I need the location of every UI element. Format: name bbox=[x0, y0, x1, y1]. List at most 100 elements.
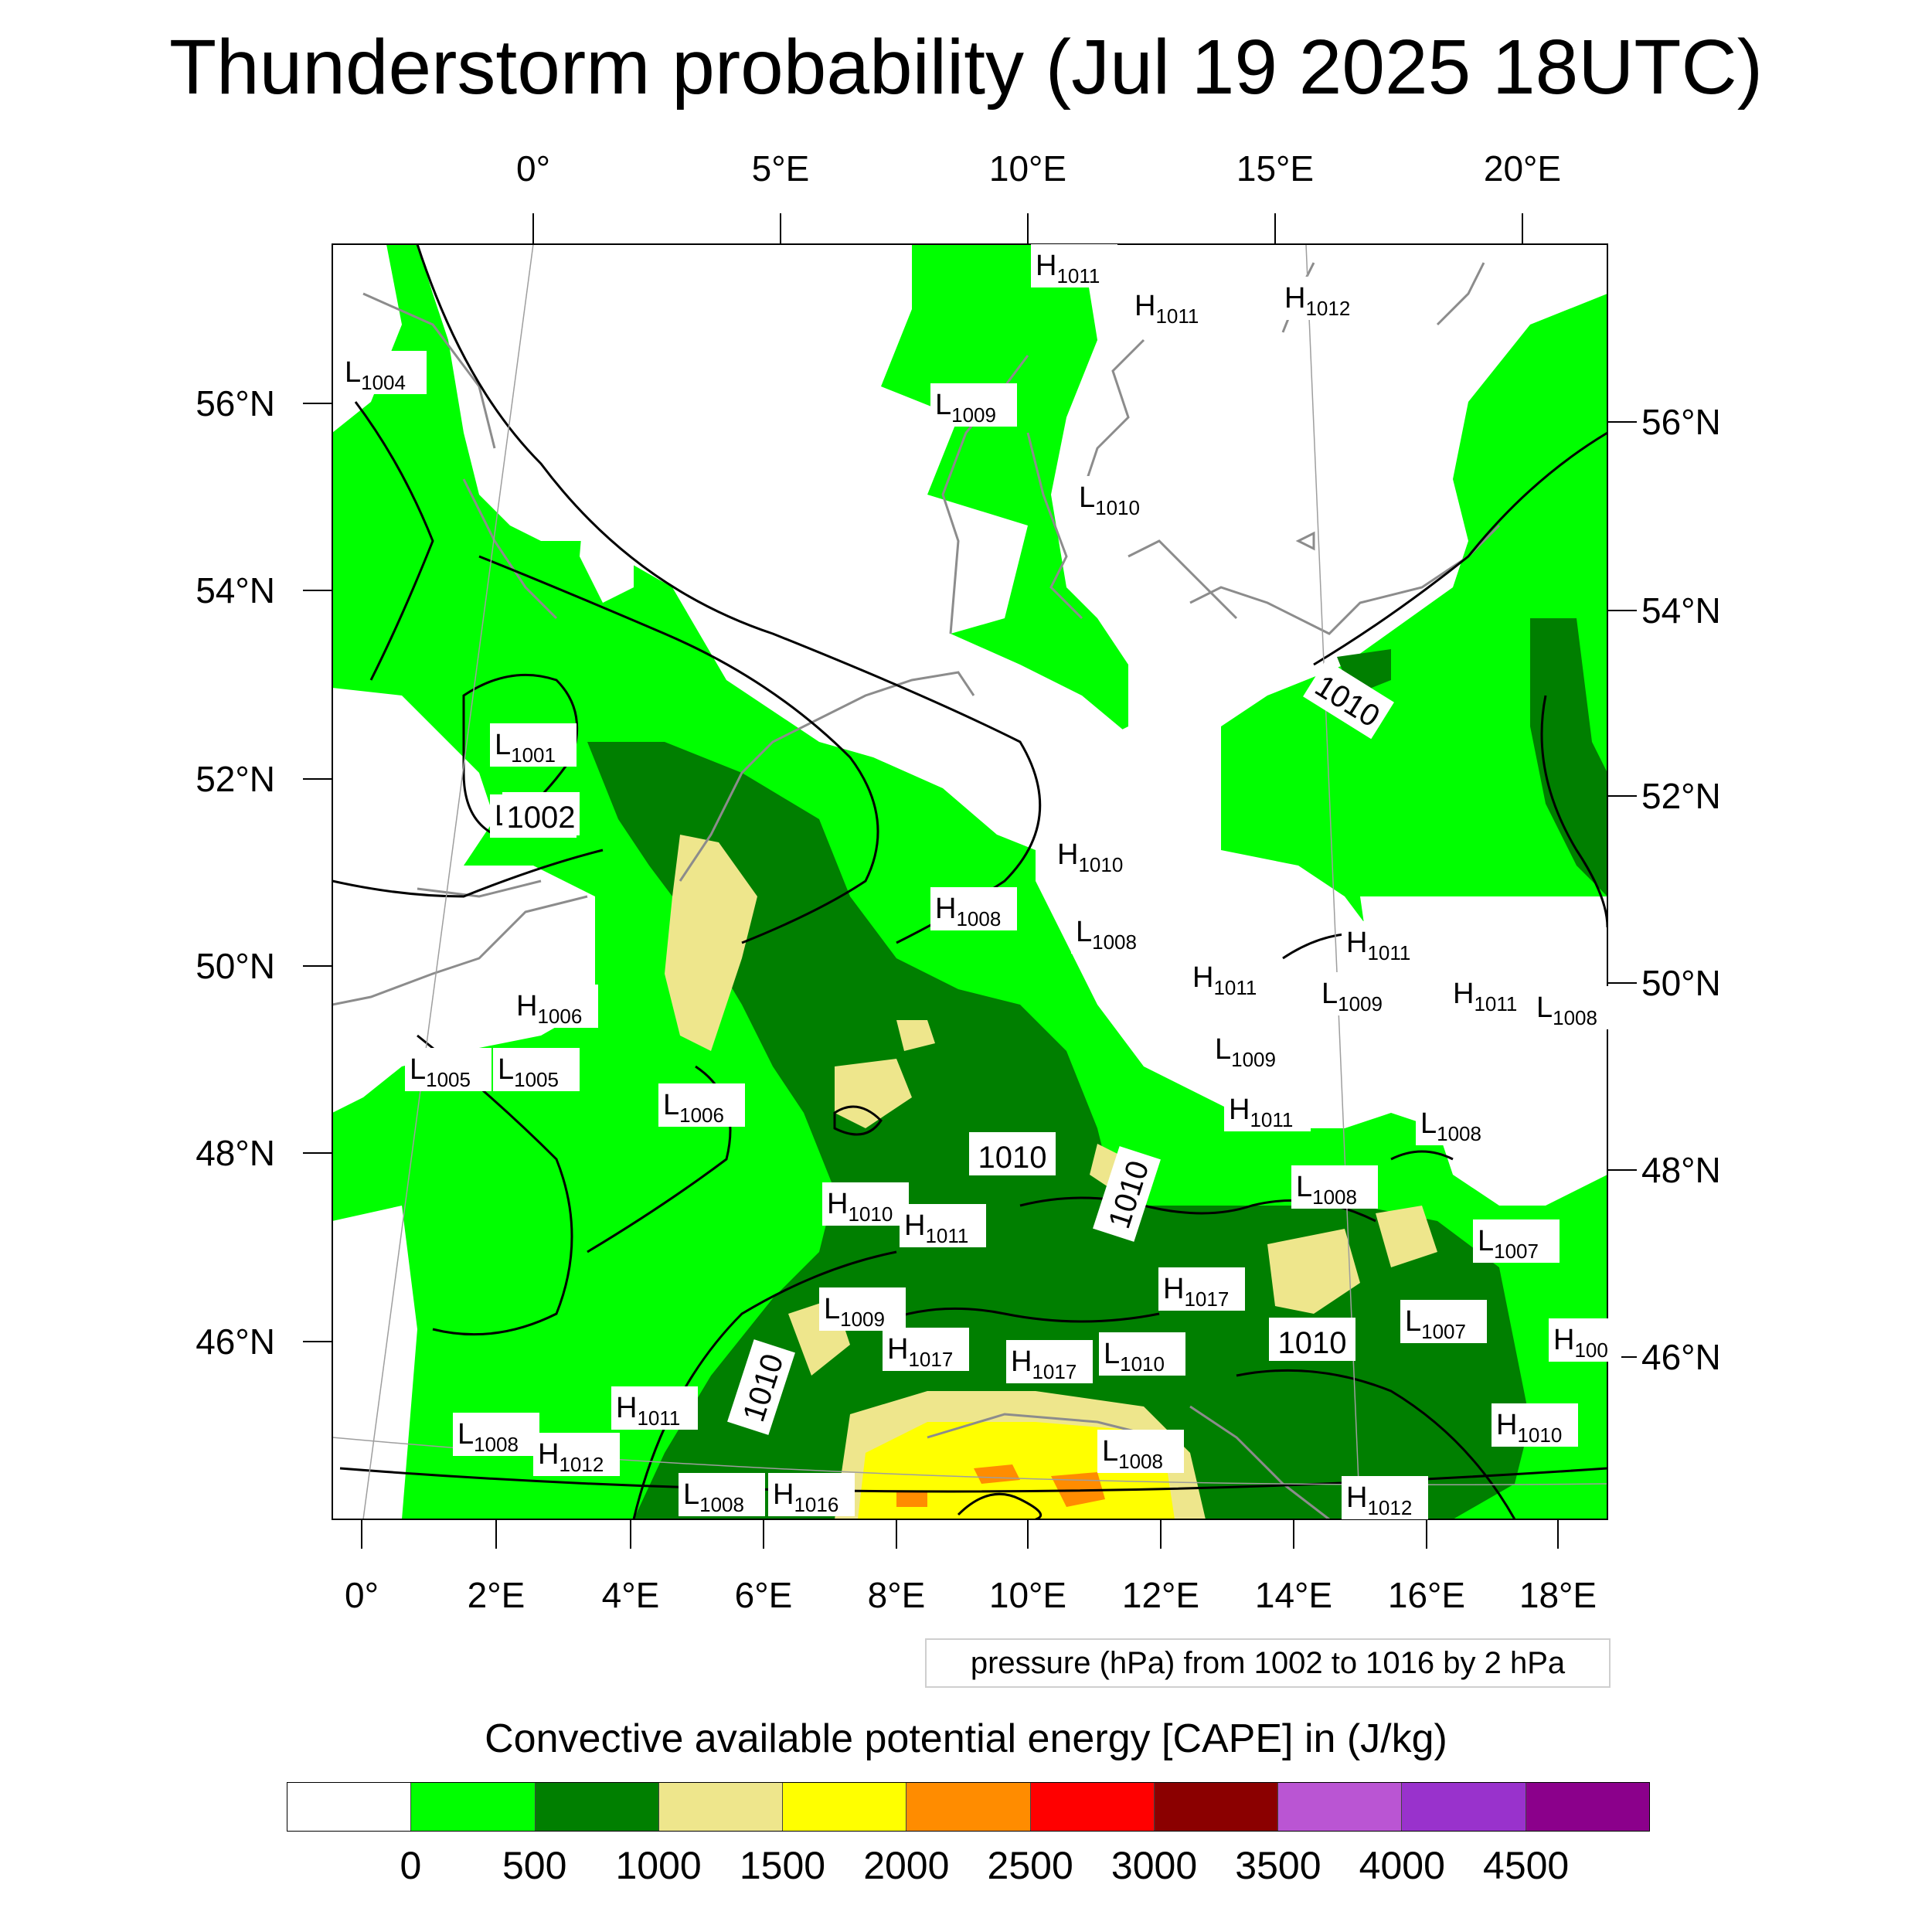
bottom-lon-label: 10°E bbox=[989, 1575, 1066, 1615]
low-pressure-label: L1009 bbox=[1321, 978, 1383, 1015]
high-pressure-label: H1016 bbox=[773, 1478, 838, 1516]
colorbar-tick-label: 3000 bbox=[1111, 1844, 1198, 1887]
isobars bbox=[332, 244, 1607, 1519]
map-area bbox=[332, 244, 1607, 1519]
left-lat-label: 50°N bbox=[196, 946, 275, 986]
bottom-lon-label: 2°E bbox=[468, 1575, 526, 1615]
pressure-label-box bbox=[1099, 1332, 1185, 1376]
right-lat-label: 54°N bbox=[1641, 590, 1721, 631]
high-pressure-label: H1008 bbox=[935, 893, 1001, 930]
left-lat-labels: 56°N 54°N 52°N 50°N 48°N 46°N bbox=[196, 383, 275, 1362]
pressure-label-box bbox=[1071, 910, 1158, 954]
high-pressure-label: H1011 bbox=[1036, 250, 1100, 287]
high-pressure-label: H1017 bbox=[887, 1333, 953, 1371]
pressure-label-box bbox=[1031, 244, 1117, 287]
high-pressure-label: H1012 bbox=[1284, 282, 1350, 320]
right-lat-label: 50°N bbox=[1641, 963, 1721, 1003]
pressure-label-box bbox=[1053, 833, 1139, 876]
colorbar-title: Convective available potential energy [C… bbox=[485, 1716, 1447, 1761]
pressure-label-box bbox=[1006, 1340, 1093, 1383]
colorbar-swatch bbox=[535, 1783, 659, 1831]
low-pressure-label: L1005 bbox=[498, 1053, 559, 1091]
low-pressure-label: L1008 bbox=[1102, 1435, 1163, 1473]
high-pressure-label: H1011 bbox=[1229, 1094, 1293, 1131]
high-pressure-label: H1011 bbox=[616, 1392, 680, 1430]
bottom-lon-label: 4°E bbox=[602, 1575, 660, 1615]
top-lon-label: 15°E bbox=[1236, 148, 1314, 189]
colorbar-tick-label: 2500 bbox=[987, 1844, 1073, 1887]
pressure-label-box bbox=[1448, 972, 1535, 1015]
colorbar-swatch bbox=[1154, 1783, 1279, 1831]
high-pressure-label: H1011 bbox=[1346, 927, 1410, 964]
pressure-label-box bbox=[1317, 972, 1403, 1015]
right-lat-label: 46°N bbox=[1641, 1337, 1721, 1377]
pressure-label-box bbox=[1532, 986, 1618, 1029]
top-lon-label: 5°E bbox=[752, 148, 810, 189]
high-pressure-label: H1011 bbox=[1192, 961, 1257, 999]
left-lat-label: 46°N bbox=[196, 1321, 275, 1362]
pressure-label-box bbox=[1280, 277, 1366, 320]
pressure-centre-labels: H1011H1011H1012L1004L1009L1010L1001L1002… bbox=[340, 244, 1621, 1519]
bottom-lon-label: 14°E bbox=[1255, 1575, 1332, 1615]
pressure-label-box bbox=[611, 1386, 698, 1430]
high-pressure-label: H1012 bbox=[1346, 1481, 1412, 1519]
high-pressure-label: H1010 bbox=[1057, 838, 1123, 876]
low-pressure-label: L1008 bbox=[1076, 916, 1137, 954]
isobar-label: 1002 bbox=[507, 801, 576, 835]
bottom-lon-label: 0° bbox=[345, 1575, 379, 1615]
top-lon-labels: 0° 5°E 10°E 15°E 20°E bbox=[516, 148, 1561, 189]
left-ticks bbox=[303, 403, 332, 1342]
top-lon-label: 0° bbox=[516, 148, 550, 189]
cape-none-regions bbox=[332, 244, 1607, 1519]
pressure-label-box bbox=[1492, 1403, 1578, 1447]
colorbar-swatch bbox=[1526, 1783, 1649, 1831]
low-pressure-label: L1010 bbox=[1079, 481, 1140, 519]
low-pressure-label: L1008 bbox=[1420, 1107, 1481, 1145]
pressure-label-box bbox=[1188, 956, 1274, 999]
top-ticks bbox=[532, 213, 1523, 244]
high-pressure-label: H1010 bbox=[1496, 1409, 1562, 1447]
colorbar-tick-label: 1000 bbox=[615, 1844, 702, 1887]
pressure-label-box bbox=[1291, 1165, 1378, 1209]
colorbar-tick-label: 0 bbox=[400, 1844, 422, 1887]
pressure-info-box: pressure (hPa) from 1002 to 1016 by 2 hP… bbox=[925, 1638, 1611, 1688]
left-lat-label: 54°N bbox=[196, 570, 275, 611]
pressure-label-box bbox=[1224, 1088, 1311, 1131]
high-pressure-label: H1012 bbox=[538, 1438, 604, 1476]
colorbar bbox=[287, 1782, 1650, 1832]
low-pressure-label: L1010 bbox=[1104, 1338, 1165, 1376]
colorbar-tick-labels: 0 500 1000 1500 2000 2500 3000 3500 4000 4500 bbox=[0, 1843, 1932, 1897]
pressure-label-box bbox=[679, 1473, 765, 1516]
low-pressure-label: L1008 bbox=[1296, 1171, 1357, 1209]
colorbar-swatch bbox=[906, 1783, 1031, 1831]
bottom-lon-label: 16°E bbox=[1388, 1575, 1465, 1615]
pressure-label-box bbox=[1473, 1219, 1560, 1263]
high-pressure-label: H1011 bbox=[1453, 978, 1517, 1015]
high-pressure-label: H1017 bbox=[1011, 1345, 1077, 1383]
pressure-label-box bbox=[1210, 1028, 1297, 1071]
pressure-label-box bbox=[768, 1473, 855, 1516]
pressure-label-box bbox=[340, 351, 427, 394]
low-pressure-label: L1007 bbox=[1478, 1225, 1539, 1263]
high-pressure-label: H1010 bbox=[827, 1188, 893, 1226]
colorbar-tick-label: 4000 bbox=[1359, 1844, 1445, 1887]
pressure-label-box bbox=[930, 383, 1017, 427]
pressure-label-box bbox=[490, 723, 577, 767]
pressure-label-box bbox=[533, 1433, 620, 1476]
pressure-label-box bbox=[883, 1328, 969, 1371]
pressure-label-box bbox=[819, 1287, 906, 1331]
pressure-label-box bbox=[1342, 1476, 1428, 1519]
low-pressure-label: L1005 bbox=[410, 1053, 471, 1091]
bottom-lon-label: 12°E bbox=[1122, 1575, 1199, 1615]
isobar-label: 1010 bbox=[978, 1141, 1047, 1175]
map-title: Thunderstorm probability (Jul 19 2025 18… bbox=[168, 24, 1764, 111]
pressure-label-box bbox=[493, 1048, 580, 1091]
bottom-lon-label: 8°E bbox=[868, 1575, 926, 1615]
bottom-ticks bbox=[361, 1519, 1559, 1549]
colorbar-swatch bbox=[1030, 1783, 1155, 1831]
low-pressure-label: L1006 bbox=[663, 1089, 724, 1127]
colorbar-swatch bbox=[658, 1783, 784, 1831]
colorbar-swatch bbox=[783, 1783, 907, 1831]
colorbar-swatch bbox=[287, 1783, 412, 1831]
